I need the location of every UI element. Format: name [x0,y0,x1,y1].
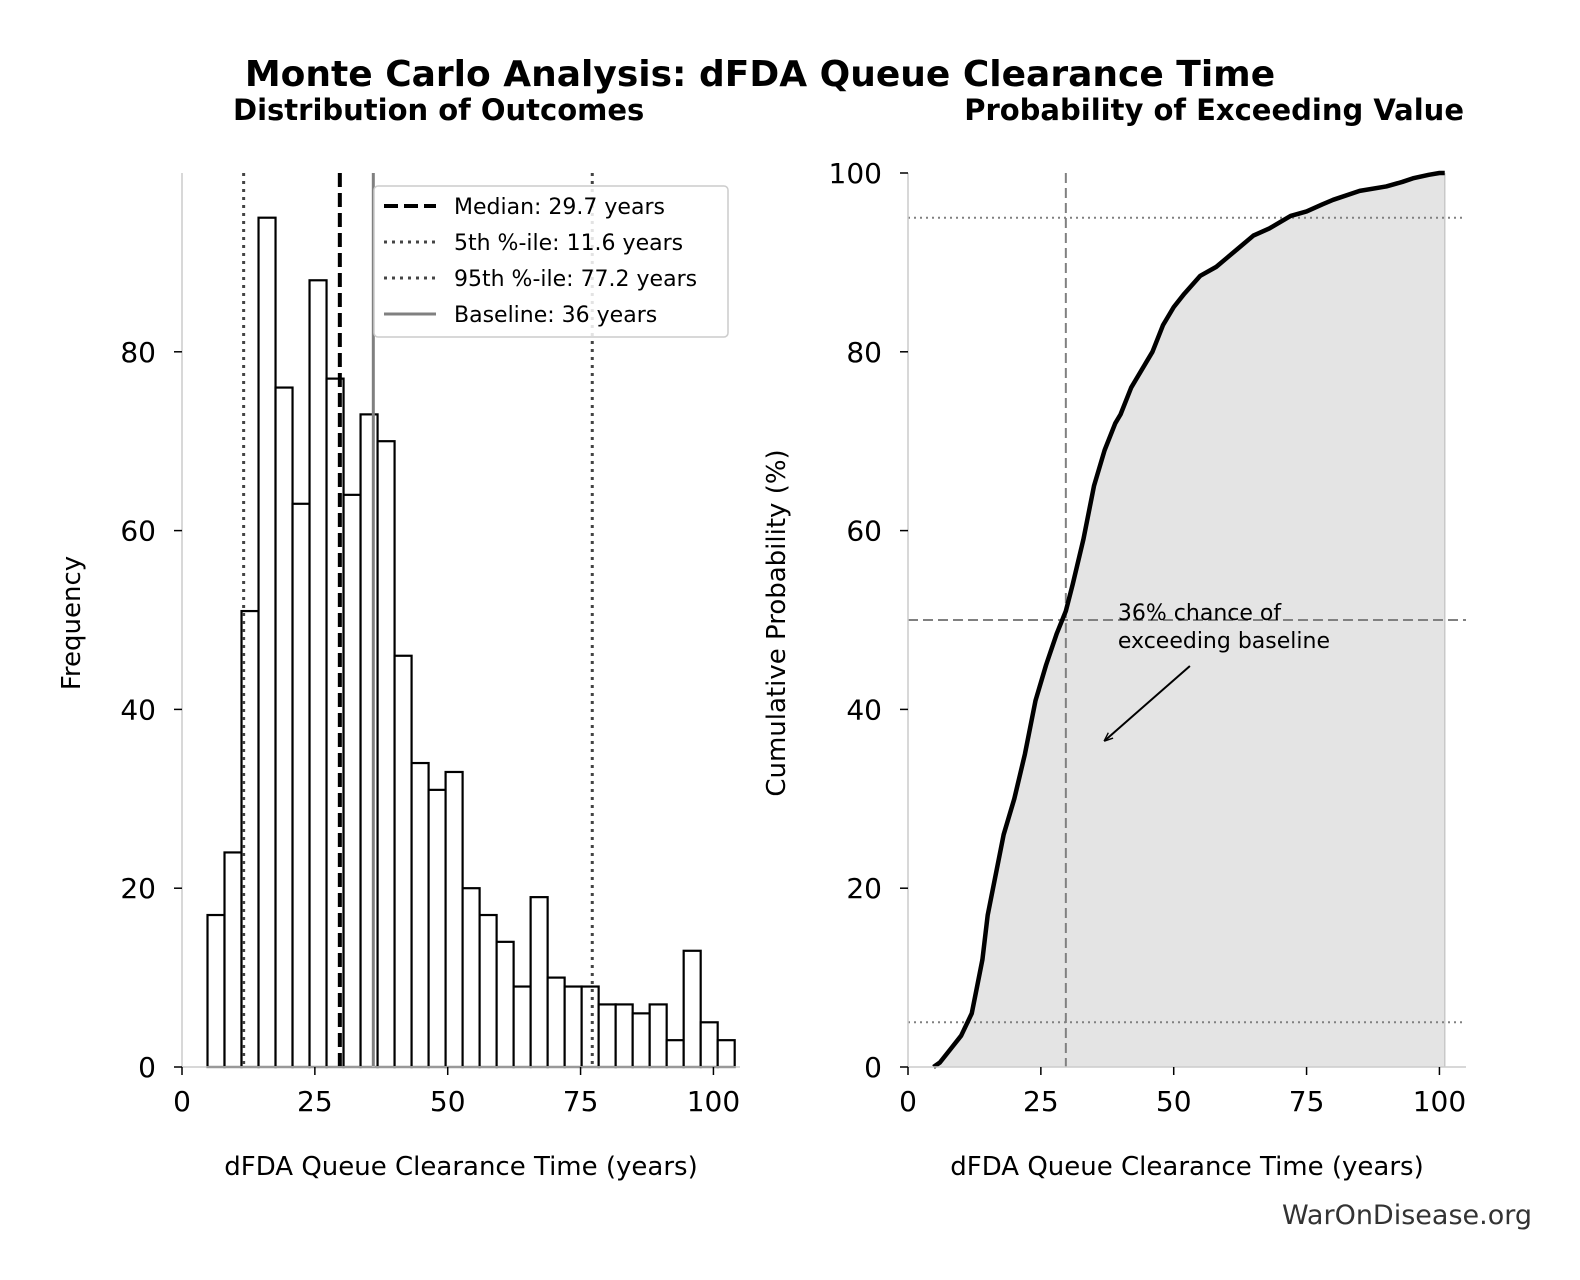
cdf-x-label: dFDA Queue Clearance Time (years) [950,1152,1423,1182]
histogram-y-tick-label: 80 [120,336,156,369]
cdf-y-tick-label: 20 [846,872,882,905]
histogram-bars [206,216,736,1069]
histogram-bar [410,761,430,1069]
histogram-bar [427,788,447,1069]
legend-entry-label: Baseline: 36 years [454,303,657,328]
histogram-x-tick-label: 25 [297,1085,333,1118]
histogram-bar [512,985,532,1069]
histogram-title: Distribution of Outcomes [233,93,644,127]
cdf-y-tick-label: 40 [846,693,882,726]
cdf-y-tick-label: 60 [846,515,882,548]
cdf-annotation-text: 36% chance of [1118,601,1282,626]
cdf-x-tick-label: 75 [1289,1085,1325,1118]
histogram-panel: Distribution of Outcomes 0 25 50 75 100 0 20 4… [57,93,740,1182]
histogram-bar [563,985,583,1069]
histogram-bar [495,940,515,1069]
histogram-bar [631,1012,651,1069]
histogram-bar [546,976,566,1069]
cdf-panel: Probability of Exceeding Value 0 25 50 75 10… [762,93,1466,1182]
histogram-legend: Median: 29.7 years 5th %-ile: 11.6 years 9… [373,185,729,338]
legend-entry-label: 5th %-ile: 11.6 years [454,231,683,256]
histogram-x-tick-label: 75 [563,1085,599,1118]
histogram-x-ticks: 0 25 50 75 100 [173,1067,740,1118]
watermark-text: WarOnDisease.org [1282,1200,1532,1231]
histogram-x-tick-label: 100 [687,1085,740,1118]
histogram-bar [291,502,311,1069]
histogram-bar [580,985,600,1069]
cdf-title: Probability of Exceeding Value [964,93,1464,127]
cdf-annotation-text: exceeding baseline [1118,629,1330,654]
cdf-y-tick-label: 80 [846,336,882,369]
histogram-y-label: Frequency [57,556,87,690]
histogram-bar [699,1021,719,1069]
histogram-bar [376,440,396,1069]
legend-entry-label: 95th %-ile: 77.2 years [454,267,697,292]
histogram-x-label: dFDA Queue Clearance Time (years) [224,1152,697,1182]
histogram-bar [478,913,498,1069]
histogram-x-tick-label: 0 [173,1085,191,1118]
cdf-fill-area [933,173,1445,1067]
cdf-annotation-arrow [1105,665,1191,741]
cdf-y-ticks: 0 20 40 60 80 100 [829,157,908,1084]
cdf-x-tick-label: 100 [1413,1085,1466,1118]
cdf-reference-lines [908,173,1466,1067]
histogram-bar [393,654,413,1069]
histogram-y-tick-label: 60 [120,515,156,548]
histogram-bar [308,279,328,1069]
histogram-bar [529,896,549,1069]
histogram-bar [257,216,277,1069]
histogram-y-tick-label: 0 [138,1051,156,1084]
histogram-bar [461,887,481,1069]
cdf-x-tick-label: 50 [1156,1085,1192,1118]
cdf-y-label: Cumulative Probability (%) [762,449,792,796]
histogram-bar [359,413,379,1069]
cdf-line [932,170,1445,1069]
histogram-bar [648,1003,668,1069]
histogram-bar [342,493,362,1069]
histogram-bar [614,1003,634,1069]
histogram-y-tick-label: 40 [120,693,156,726]
cdf-x-tick-label: 25 [1023,1085,1059,1118]
histogram-y-ticks: 0 20 40 60 80 [120,336,182,1084]
figure-title: Monte Carlo Analysis: dFDA Queue Clearan… [245,54,1275,95]
cdf-y-tick-label: 0 [864,1051,882,1084]
histogram-bar [206,913,226,1069]
histogram-bar [223,851,243,1069]
histogram-bar [665,1039,685,1069]
histogram-bar [597,1003,617,1069]
cdf-y-tick-label: 100 [829,157,882,190]
histogram-bar [716,1039,736,1069]
histogram-bar [444,770,464,1069]
histogram-bar [682,949,702,1069]
cdf-x-tick-label: 0 [899,1085,917,1118]
cdf-annotation: 36% chance of exceeding baseline [1105,601,1330,741]
legend-box [373,185,729,338]
legend-entry-label: Median: 29.7 years [454,195,665,220]
cdf-x-ticks: 0 25 50 75 100 [899,1067,1466,1118]
histogram-y-tick-label: 20 [120,872,156,905]
histogram-bar [274,386,294,1069]
histogram-x-tick-label: 50 [430,1085,466,1118]
